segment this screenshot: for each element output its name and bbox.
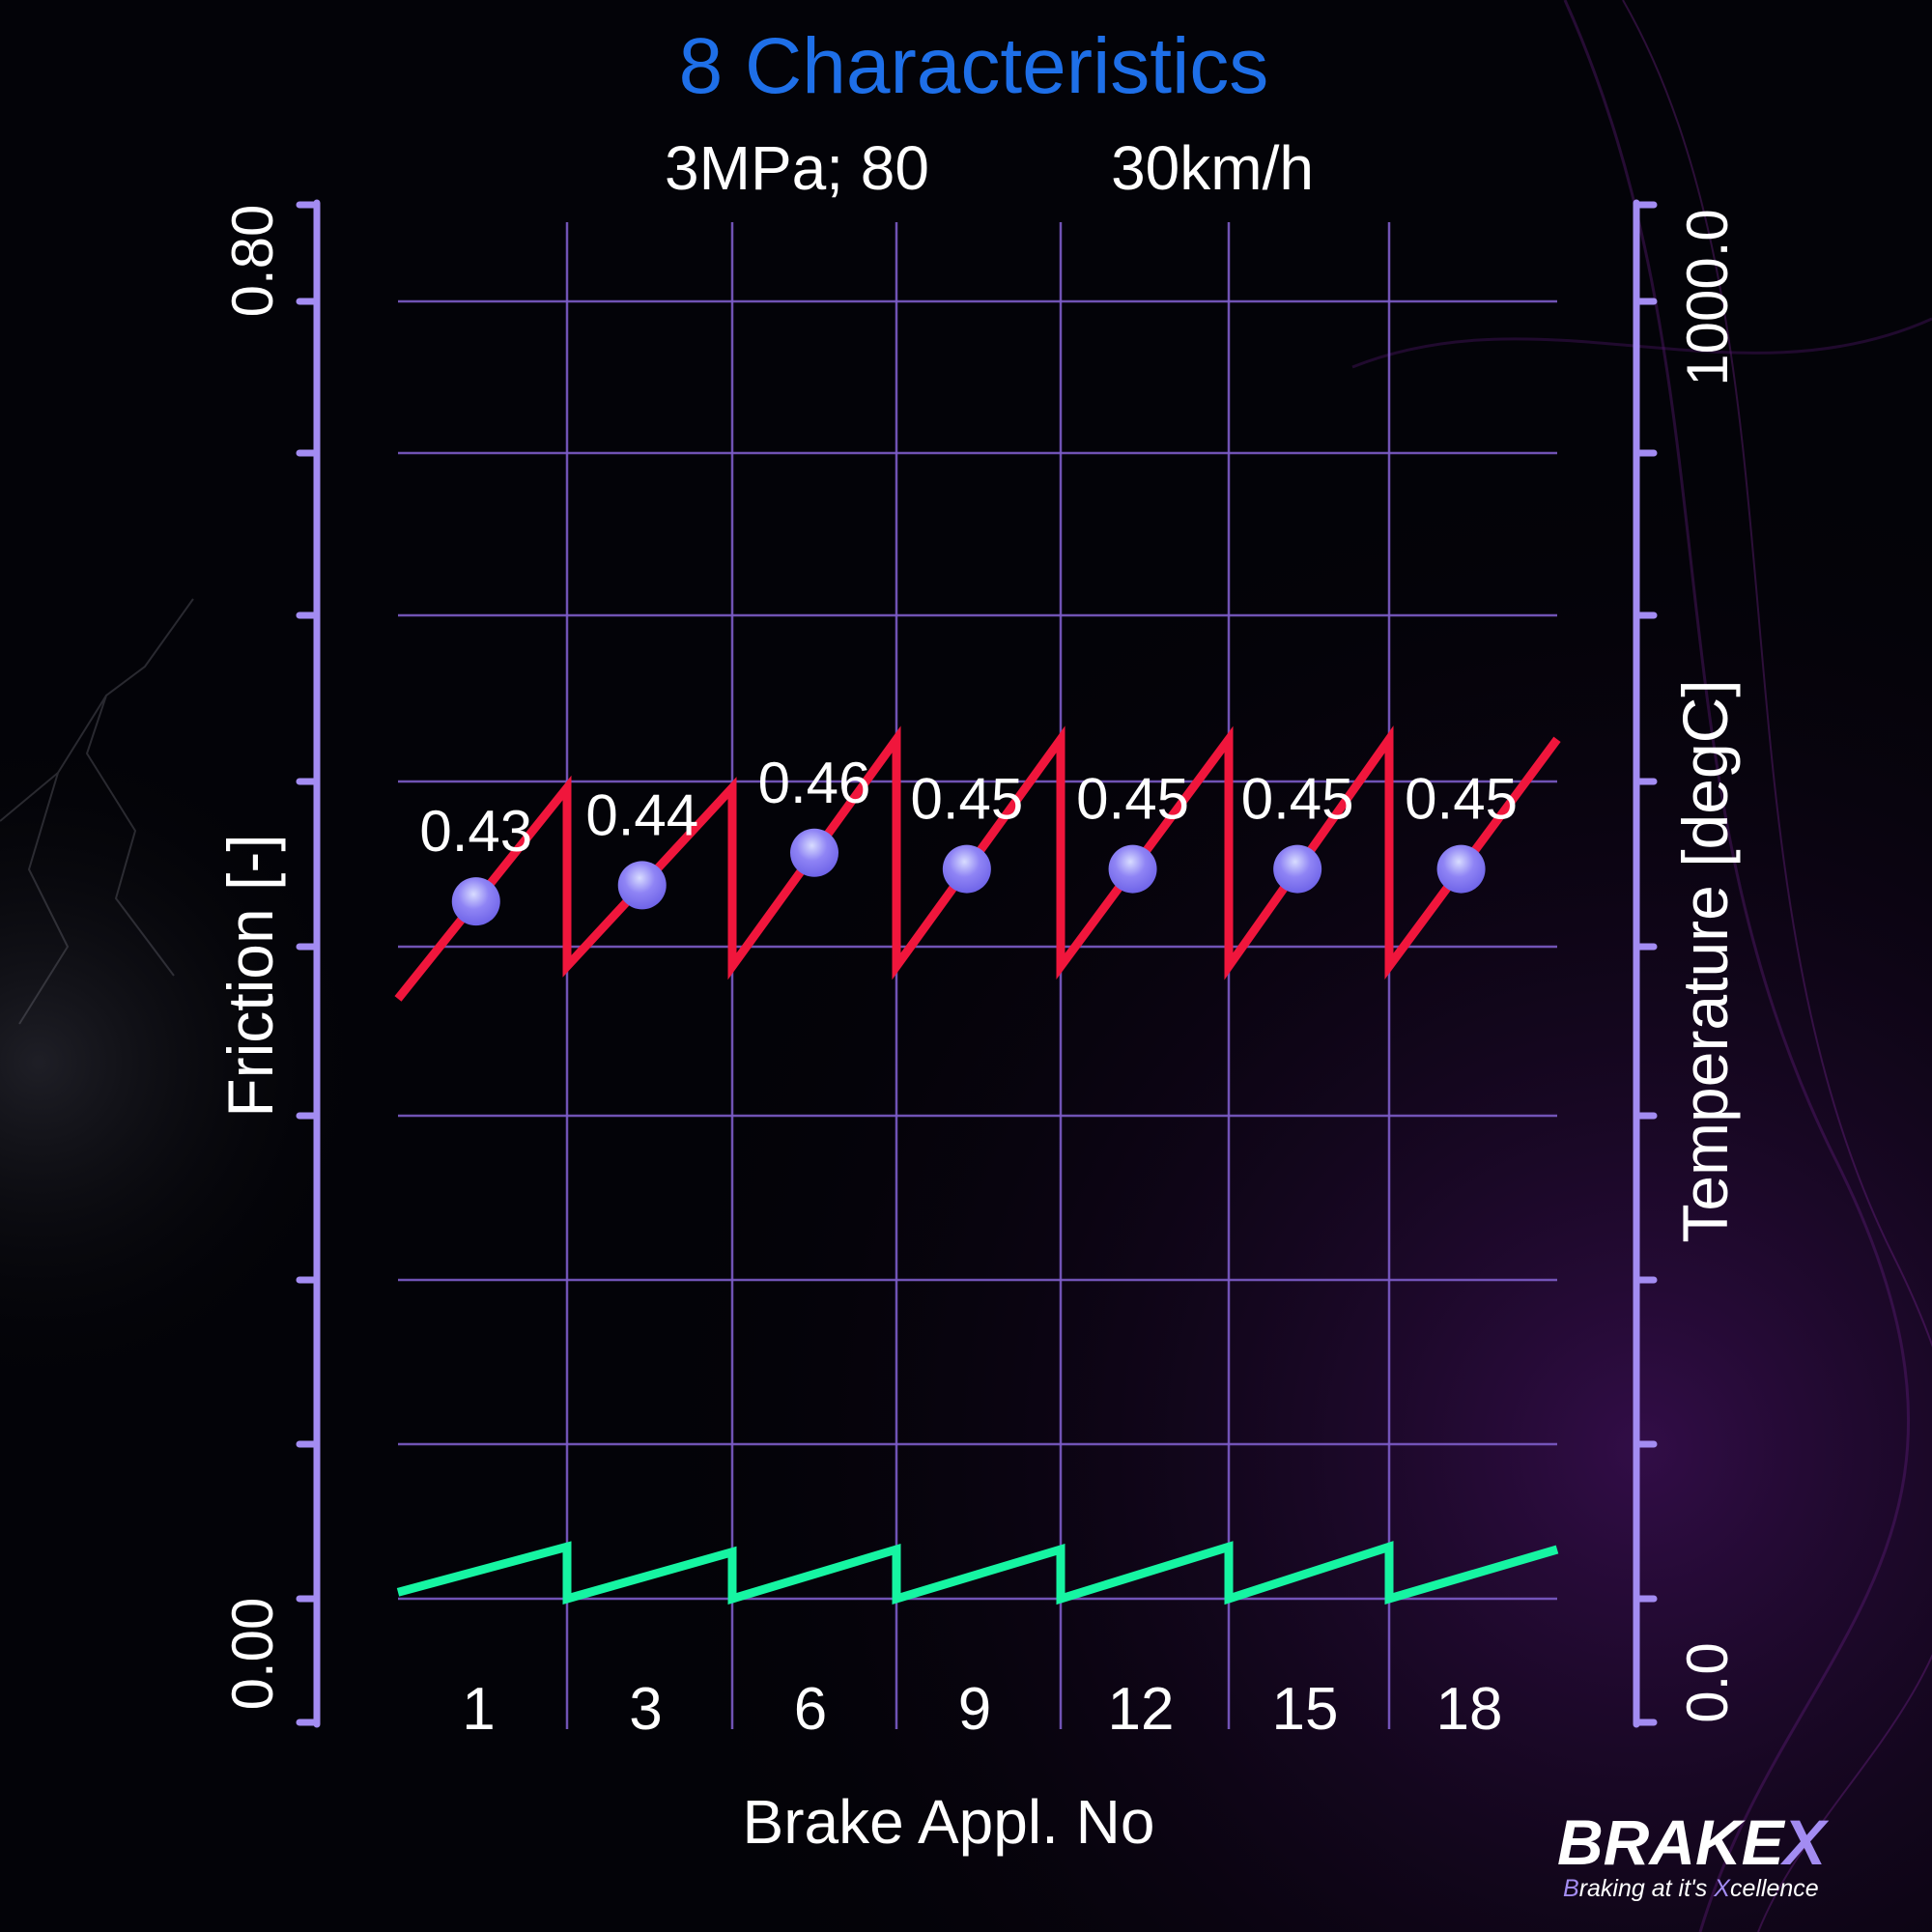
labels: 0.80 0.00 1000.0 0.0 0.43 1 0.44 3 0.46 6 0.45 9 0.4…: [220, 205, 1740, 1743]
mean-friction-label: 0.45: [1076, 767, 1189, 832]
y-left-tick-label-min: 0.00: [220, 1598, 285, 1711]
mean-friction-marker: [617, 861, 667, 910]
chart-subtitle-right: 30km/h: [1111, 133, 1314, 203]
y-axis-left-label: Friction [-]: [214, 834, 286, 1117]
chart-subtitle-left: 3MPa; 80: [665, 133, 929, 203]
y-right-tick-label-max: 1000.0: [1675, 209, 1740, 386]
brand-logo: BRAKE X Braking at it's Xcellence: [1557, 1806, 1830, 1902]
y-right-tick-label-min: 0.0: [1675, 1642, 1740, 1722]
y-left-tick-label-max: 0.80: [220, 205, 285, 318]
mean-friction-marker: [451, 877, 500, 926]
x-tick-label: 9: [958, 1676, 991, 1743]
series: [394, 725, 1561, 1605]
background-wave-1: [1563, 0, 1911, 1932]
x-axis-label: Brake Appl. No: [743, 1787, 1155, 1857]
background-lightning: [0, 598, 194, 1025]
mean-friction-marker: [1273, 844, 1322, 894]
logo-x-mark: X: [1779, 1806, 1830, 1878]
background-wave-2: [1622, 0, 1932, 1932]
temperature-series-line: [396, 1541, 1559, 1605]
x-tick-label: 3: [629, 1676, 662, 1743]
y-axis-right-label: Temperature [degC]: [1669, 679, 1741, 1242]
x-tick-label: 12: [1108, 1676, 1175, 1743]
grid: [398, 222, 1557, 1729]
axes: [296, 199, 1658, 1728]
mean-friction-label: 0.43: [419, 799, 532, 864]
logo-tagline: Braking at it's Xcellence: [1563, 1875, 1819, 1902]
background-wave-3: [1351, 317, 1932, 369]
mean-friction-marker: [1436, 844, 1486, 894]
mean-friction-marker: [942, 844, 991, 894]
x-tick-label: 1: [462, 1676, 495, 1743]
mean-friction-label: 0.45: [1241, 767, 1354, 832]
mean-friction-label: 0.45: [910, 767, 1023, 832]
x-tick-label: 15: [1272, 1676, 1339, 1743]
mean-friction-marker: [1108, 844, 1157, 894]
x-tick-label: 6: [794, 1676, 827, 1743]
x-tick-label: 18: [1436, 1676, 1503, 1743]
mean-friction-label: 0.45: [1405, 767, 1518, 832]
mean-friction-label: 0.44: [585, 782, 698, 847]
logo-wordmark: BRAKE: [1557, 1806, 1786, 1878]
mean-friction-label: 0.46: [758, 751, 871, 815]
chart-title: 8 Characteristics: [679, 22, 1269, 110]
mean-friction-marker: [790, 828, 838, 877]
